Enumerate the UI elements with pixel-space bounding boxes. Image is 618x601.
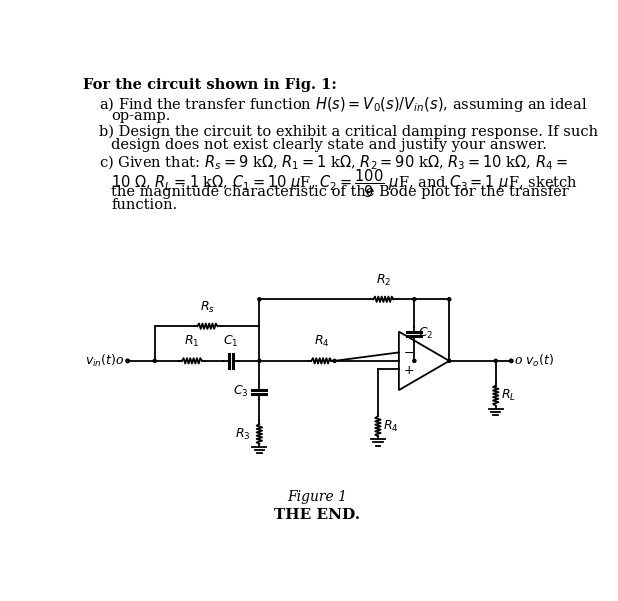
Text: b) Design the circuit to exhibit a critical damping response. If such: b) Design the circuit to exhibit a criti… — [99, 124, 598, 139]
Circle shape — [494, 359, 497, 362]
Text: design does not exist clearly state and justify your answer.: design does not exist clearly state and … — [111, 138, 547, 152]
Text: $R_4$: $R_4$ — [313, 334, 329, 349]
Text: $-$: $-$ — [403, 346, 414, 359]
Circle shape — [413, 359, 416, 362]
Circle shape — [413, 297, 416, 301]
Text: $10$ $\Omega$, $R_L = 1$ k$\Omega$, $C_1 = 10$ $\mu$F, $C_2 = \dfrac{100}{9}$ $\: $10$ $\Omega$, $R_L = 1$ k$\Omega$, $C_1… — [111, 168, 578, 200]
Text: $R_4$: $R_4$ — [383, 419, 399, 434]
Text: op-amp.: op-amp. — [111, 109, 171, 123]
Text: a) Find the transfer function $H(s) = V_0(s)/V_{in}(s)$, assuming an ideal: a) Find the transfer function $H(s) = V_… — [99, 95, 588, 114]
Circle shape — [153, 359, 156, 362]
Circle shape — [258, 297, 261, 301]
Text: the magnitude characteristic of the Bode plot for the transfer: the magnitude characteristic of the Bode… — [111, 185, 569, 198]
Circle shape — [258, 359, 261, 362]
Text: $+$: $+$ — [403, 364, 414, 377]
Circle shape — [447, 297, 451, 301]
Circle shape — [447, 359, 451, 362]
Circle shape — [333, 359, 336, 362]
Text: $R_s$: $R_s$ — [200, 300, 215, 316]
Text: $R_2$: $R_2$ — [376, 273, 391, 288]
Text: $C_2$: $C_2$ — [418, 326, 434, 341]
Text: $R_L$: $R_L$ — [501, 388, 516, 403]
Text: $R_3$: $R_3$ — [234, 427, 250, 442]
Text: c) Given that: $R_s = 9$ k$\Omega$, $R_1 = 1$ k$\Omega$, $R_2 = 90$ k$\Omega$, $: c) Given that: $R_s = 9$ k$\Omega$, $R_1… — [99, 154, 568, 172]
Text: THE END.: THE END. — [274, 508, 360, 522]
Text: $C_3$: $C_3$ — [233, 384, 248, 399]
Text: $v_{in}(t)$o: $v_{in}(t)$o — [85, 353, 124, 369]
Text: $C_1$: $C_1$ — [223, 334, 239, 349]
Text: $R_1$: $R_1$ — [184, 334, 200, 349]
Text: For the circuit shown in Fig. 1:: For the circuit shown in Fig. 1: — [83, 78, 337, 93]
Text: o $v_o(t)$: o $v_o(t)$ — [514, 353, 554, 369]
Text: Figure 1: Figure 1 — [287, 490, 347, 504]
Text: function.: function. — [111, 198, 177, 212]
